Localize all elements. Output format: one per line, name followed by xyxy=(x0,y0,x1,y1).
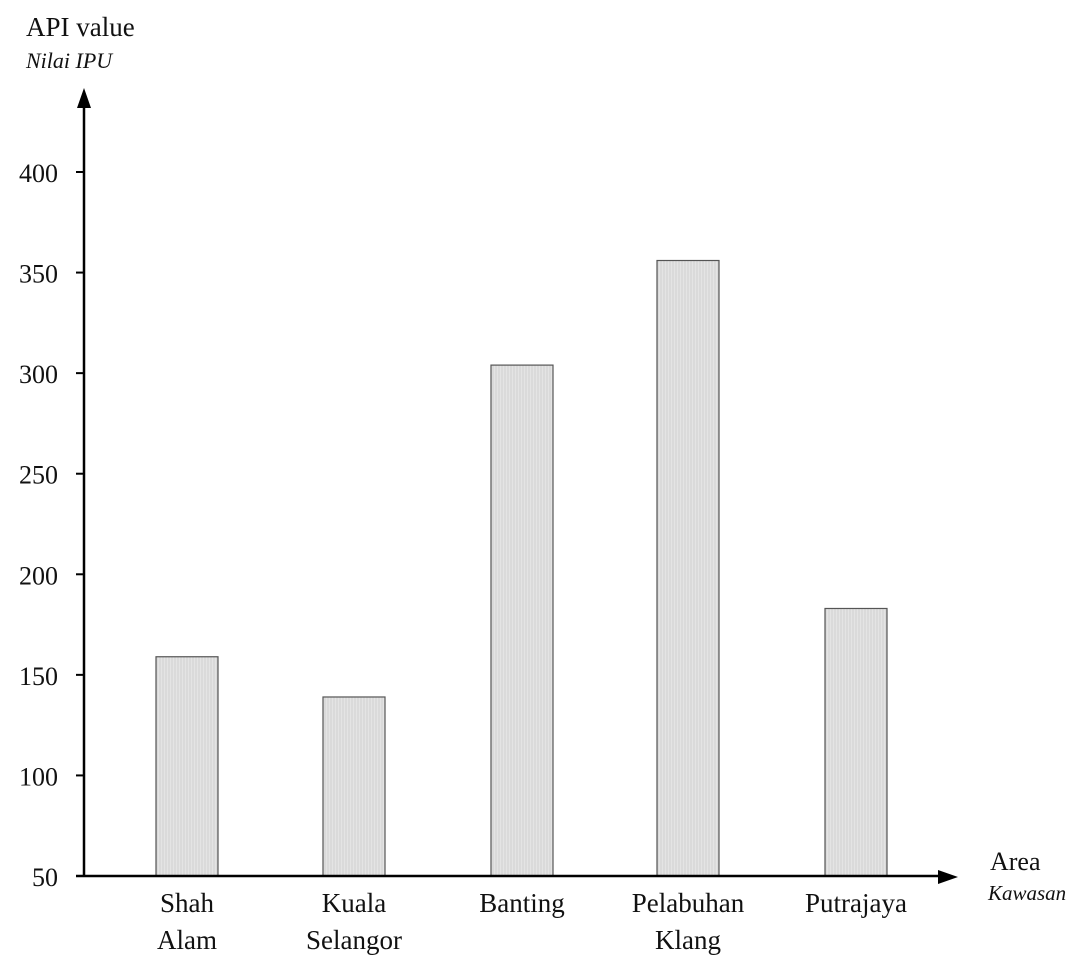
category-labels: Shah Alam Kuala Selangor Banting Pelabuhan Kla… xyxy=(157,888,907,955)
x-category-label: Shah xyxy=(160,888,215,918)
y-tick-label: 250 xyxy=(19,461,58,490)
y-tick-label: 200 xyxy=(19,561,58,590)
x-category-label: Selangor xyxy=(306,925,402,955)
y-axis-arrowhead xyxy=(77,88,91,108)
y-axis-subtitle: Nilai IPU xyxy=(25,48,114,73)
bar-banting xyxy=(490,364,554,877)
x-axis-arrowhead xyxy=(938,870,958,884)
bar-shah xyxy=(155,656,219,877)
x-axis-subtitle: Kawasan xyxy=(987,881,1066,905)
y-tick-label: 300 xyxy=(19,360,58,389)
bar-pelabuhan xyxy=(656,259,720,877)
x-category-label: Pelabuhan xyxy=(632,888,745,918)
y-tick-label: 400 xyxy=(19,159,58,188)
y-axis-ticks: 50 100 150 200 250 300 350 400 xyxy=(19,159,84,892)
bar-putrajaya xyxy=(824,607,888,877)
y-tick-label: 350 xyxy=(19,260,58,289)
x-category-label: Alam xyxy=(157,925,217,955)
y-tick-label: 50 xyxy=(32,863,58,892)
y-tick-label: 100 xyxy=(19,762,58,791)
x-category-label: Putrajaya xyxy=(805,888,907,918)
y-axis-title: API value xyxy=(26,12,135,42)
y-tick-label: 150 xyxy=(19,662,58,691)
x-category-label: Banting xyxy=(479,888,565,918)
x-category-label: Kuala xyxy=(322,888,386,918)
x-axis-title: Area xyxy=(990,847,1041,876)
x-category-label: Klang xyxy=(655,925,721,955)
bars xyxy=(155,259,888,877)
bar-kuala xyxy=(322,696,386,877)
